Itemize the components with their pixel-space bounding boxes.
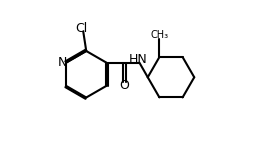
Text: HN: HN — [128, 53, 147, 66]
Text: N: N — [58, 56, 67, 69]
Text: O: O — [119, 79, 129, 92]
Text: CH₃: CH₃ — [150, 30, 168, 40]
Text: Cl: Cl — [76, 22, 88, 35]
